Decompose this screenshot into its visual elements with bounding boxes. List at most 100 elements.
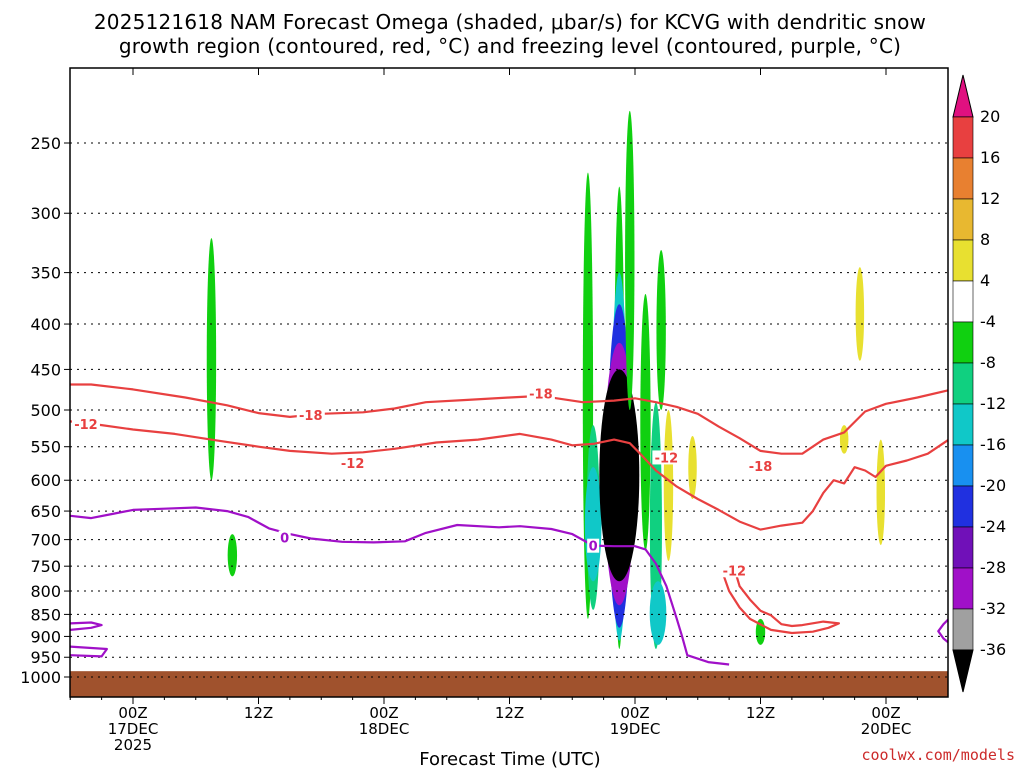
x-axis-label: Forecast Time (UTC) — [419, 749, 600, 768]
contour-label-bg-1 — [296, 408, 325, 423]
plot-content: -18 -18 -18 -12 -12 -12 -12 0 0 — [70, 110, 948, 697]
contour-label-0: -18 — [529, 387, 553, 402]
y-axis: 250 300 350 400 450 500 550 600 650 700 750 800 850 9… — [20, 134, 70, 687]
omega-feature-10 — [625, 110, 635, 410]
colorbar-label-16: 16 — [980, 148, 1000, 167]
y-tick-label-750: 750 — [30, 557, 61, 576]
colorbar-label--36: -36 — [980, 640, 1006, 659]
x-tick-label-2-1: 18DEC — [359, 720, 410, 738]
title: 2025121618 NAM Forecast Omega (shaded, μ… — [94, 10, 926, 58]
colorbar-bottom-arrow — [952, 649, 974, 693]
y-tick-label-500: 500 — [30, 401, 61, 420]
x-tick-label-4-0: 00Z — [620, 704, 649, 722]
x-tick-label-6-0: 00Z — [871, 704, 900, 722]
omega-feature-11 — [640, 294, 651, 551]
plot-area: -18 -18 -18 -12 -12 -12 -12 0 0 — [69, 67, 949, 698]
colorbar-label-20: 20 — [980, 107, 1000, 126]
colorbar-band-4-8 — [952, 239, 974, 282]
contour--12 — [70, 420, 948, 531]
contour-0-left — [70, 645, 108, 658]
y-tick-label-1000: 1000 — [20, 668, 61, 687]
credit-text: coolwx.com/models — [861, 746, 1015, 764]
omega-feature-12 — [656, 249, 666, 410]
colorbar-band-8-12 — [952, 198, 974, 241]
colorbar-label--20: -20 — [980, 476, 1006, 495]
y-tick-label-300: 300 — [30, 204, 61, 223]
ground-surface — [70, 671, 948, 697]
y-tick-label-900: 900 — [30, 627, 61, 646]
x-tick-label-3-0: 12Z — [495, 704, 524, 722]
colorbar-band--4-4 — [952, 280, 974, 323]
colorbar-band-12-16 — [952, 157, 974, 200]
y-tick-label-350: 350 — [30, 264, 61, 283]
contour-label-7: 0 — [280, 532, 289, 547]
contour-0 — [70, 506, 730, 666]
contour-label-bg-4 — [338, 455, 367, 470]
colorbar-band--28--24 — [952, 526, 974, 569]
contour-label-8: 0 — [589, 540, 598, 555]
contour-label-bg-0 — [526, 386, 555, 401]
omega-feature-18 — [855, 267, 865, 361]
x-tick-label-0-2: 2025 — [114, 736, 152, 754]
omega-feature-20 — [876, 439, 886, 546]
contour-label-bg-2 — [746, 459, 775, 474]
omega-feature-13 — [663, 410, 674, 562]
omega-feature-4 — [584, 467, 602, 582]
colorbar-band--24--20 — [952, 485, 974, 528]
x-tick-label-6-1: 20DEC — [861, 720, 912, 738]
y-tick-label-800: 800 — [30, 582, 61, 601]
omega-feature-16 — [688, 436, 697, 500]
contour-label-bg-6 — [720, 563, 749, 578]
y-tick-label-450: 450 — [30, 360, 61, 379]
y-tick-label-700: 700 — [30, 531, 61, 550]
omega-feature-15 — [649, 581, 667, 645]
contour-label-2: -18 — [749, 460, 773, 475]
colorbar-label--8: -8 — [980, 353, 996, 372]
contour-label-6: -12 — [723, 564, 747, 579]
title-line-1: 2025121618 NAM Forecast Omega (shaded, μ… — [94, 10, 926, 34]
contour-label-bg-8 — [587, 538, 600, 553]
y-tick-label-550: 550 — [30, 438, 61, 457]
x-tick-label-4-1: 19DEC — [610, 720, 661, 738]
contour-label-bg-5 — [652, 450, 681, 465]
x-tick-label-1-0: 12Z — [244, 704, 273, 722]
colorbar-top-arrow — [952, 74, 974, 118]
y-tick-label-400: 400 — [30, 315, 61, 334]
colorbar-label-12: 12 — [980, 189, 1000, 208]
y-tick-label-250: 250 — [30, 134, 61, 153]
omega-feature-1 — [227, 534, 238, 577]
colorbar-label--24: -24 — [980, 517, 1006, 536]
y-tick-label-850: 850 — [30, 605, 61, 624]
x-tick-label-2-0: 00Z — [369, 704, 398, 722]
colorbar-label-8: 8 — [980, 230, 990, 249]
contour--12b — [722, 567, 840, 635]
colorbar-band--32--28 — [952, 567, 974, 610]
contour--18 — [70, 383, 948, 455]
contour-label-1: -18 — [299, 409, 323, 424]
contour-label-3: -12 — [74, 418, 98, 433]
colorbar-band--36--32 — [952, 608, 974, 651]
colorbar-band-16-20 — [952, 116, 974, 159]
y-tick-label-600: 600 — [30, 471, 61, 490]
colorbar: 20 16 12 8 4 -4 -8 -12 -16 -20 -24 -28 -32 -36 — [952, 74, 1006, 693]
plot-frame — [69, 67, 949, 698]
colorbar-band--20--16 — [952, 444, 974, 487]
colorbar-label--4: -4 — [980, 312, 996, 331]
colorbar-label--32: -32 — [980, 599, 1006, 618]
colorbar-label--28: -28 — [980, 558, 1006, 577]
contour-label-4: -12 — [341, 457, 365, 472]
colorbar-band--16--12 — [952, 403, 974, 446]
omega-feature-9 — [599, 369, 640, 582]
contour-0-right — [937, 618, 948, 644]
y-tick-label-650: 650 — [30, 502, 61, 521]
colorbar-label-4: 4 — [980, 271, 990, 290]
colorbar-label--12: -12 — [980, 394, 1006, 413]
y-tick-label-950: 950 — [30, 648, 61, 667]
omega-feature-0 — [206, 238, 217, 481]
x-tick-label-5-0: 12Z — [746, 704, 775, 722]
contour-label-bg-3 — [71, 417, 100, 432]
contour-0-left2 — [70, 621, 103, 631]
colorbar-band--12--8 — [952, 362, 974, 405]
